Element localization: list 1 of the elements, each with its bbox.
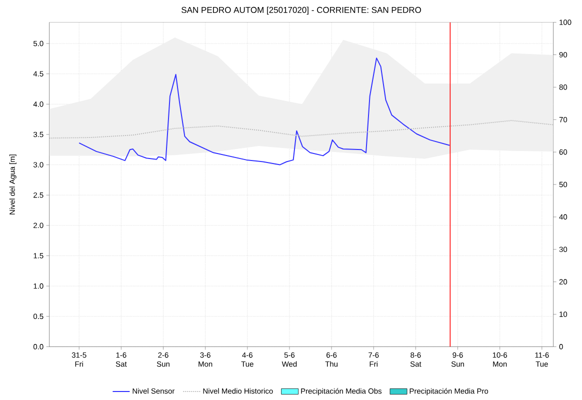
chart-title: SAN PEDRO AUTOM [25017020] - CORRIENTE: SAN PEDRO: [182, 6, 422, 15]
